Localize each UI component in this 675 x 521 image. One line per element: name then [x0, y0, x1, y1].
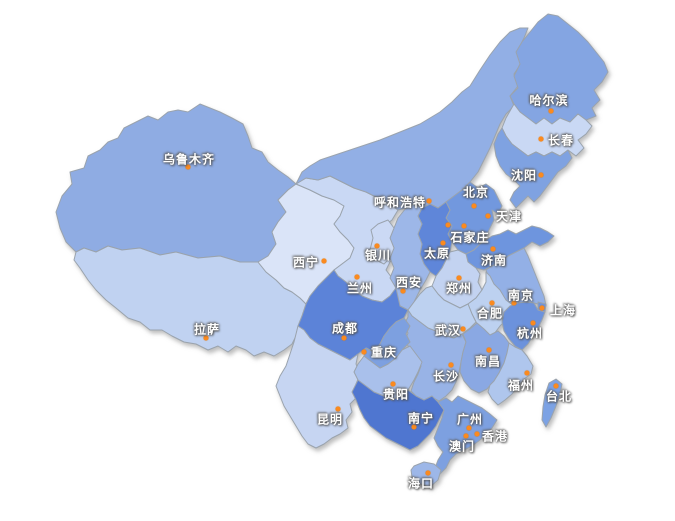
city-marker[interactable]: [489, 300, 495, 306]
city-label[interactable]: 郑州: [445, 281, 473, 296]
city-label[interactable]: 济南: [480, 253, 508, 268]
city-label[interactable]: 西安: [395, 275, 423, 290]
city-label[interactable]: 成都: [331, 321, 359, 336]
city-label[interactable]: 合肥: [476, 306, 504, 321]
city-marker[interactable]: [539, 305, 545, 311]
city-label[interactable]: 海口: [407, 476, 435, 491]
city-marker[interactable]: [448, 362, 454, 368]
city-marker[interactable]: [390, 381, 396, 387]
city-marker[interactable]: [466, 425, 472, 431]
city-marker[interactable]: [341, 335, 347, 341]
city-marker[interactable]: [411, 424, 417, 430]
city-marker[interactable]: [538, 136, 544, 142]
region-xinjiang[interactable]: [55, 103, 297, 263]
city-label[interactable]: 澳门: [448, 439, 476, 454]
city-label[interactable]: 太原: [423, 246, 451, 261]
city-label[interactable]: 哈尔滨: [529, 93, 569, 108]
city-label[interactable]: 天津: [495, 209, 523, 224]
city-label[interactable]: 南昌: [474, 354, 502, 369]
city-label[interactable]: 石家庄: [450, 230, 490, 245]
city-label[interactable]: 兰州: [346, 281, 374, 296]
city-label[interactable]: 南京: [507, 288, 535, 303]
city-marker[interactable]: [440, 240, 446, 246]
city-label[interactable]: 台北: [545, 389, 573, 404]
region-liaoning[interactable]: [493, 127, 573, 209]
city-marker[interactable]: [463, 433, 469, 439]
city-marker[interactable]: [460, 326, 466, 332]
city-marker[interactable]: [321, 258, 327, 264]
region-xizang[interactable]: [73, 245, 307, 357]
region-fujian[interactable]: [487, 342, 534, 406]
city-label[interactable]: 香港: [481, 429, 509, 444]
city-marker[interactable]: [474, 431, 480, 437]
city-label[interactable]: 银川: [364, 248, 392, 263]
city-marker[interactable]: [490, 246, 496, 252]
city-label[interactable]: 杭州: [516, 326, 544, 341]
city-label[interactable]: 贵阳: [382, 387, 410, 402]
city-marker[interactable]: [185, 164, 191, 170]
city-label[interactable]: 长春: [547, 133, 575, 148]
region-taiwan[interactable]: [541, 378, 563, 428]
city-label[interactable]: 沈阳: [510, 168, 538, 183]
city-marker[interactable]: [485, 213, 491, 219]
city-marker[interactable]: [354, 274, 360, 280]
city-label[interactable]: 广州: [456, 412, 484, 427]
city-label[interactable]: 上海: [549, 303, 577, 318]
city-label[interactable]: 重庆: [370, 345, 398, 360]
region-ningxia[interactable]: [369, 219, 395, 265]
city-label[interactable]: 拉萨: [193, 322, 221, 337]
city-marker[interactable]: [445, 222, 451, 228]
city-label[interactable]: 北京: [462, 185, 490, 200]
city-marker[interactable]: [426, 198, 432, 204]
city-marker[interactable]: [400, 288, 406, 294]
city-marker[interactable]: [203, 335, 209, 341]
city-label[interactable]: 武汉: [434, 323, 462, 338]
city-marker[interactable]: [335, 406, 341, 412]
city-marker[interactable]: [374, 243, 380, 249]
city-marker[interactable]: [456, 275, 462, 281]
city-marker[interactable]: [486, 347, 492, 353]
city-marker[interactable]: [471, 203, 477, 209]
city-marker[interactable]: [524, 370, 530, 376]
city-marker[interactable]: [538, 172, 544, 178]
region-chongqing[interactable]: [363, 317, 411, 369]
city-marker[interactable]: [511, 300, 517, 306]
city-label[interactable]: 南宁: [407, 411, 435, 426]
region-zhejiang[interactable]: [501, 301, 546, 351]
region-yunnan[interactable]: [275, 325, 363, 449]
city-label[interactable]: 乌鲁木齐: [162, 152, 216, 167]
city-marker[interactable]: [553, 383, 559, 389]
city-label[interactable]: 西宁: [292, 255, 320, 270]
city-label[interactable]: 呼和浩特: [373, 195, 427, 210]
provinces-group: [55, 13, 609, 488]
city-marker[interactable]: [548, 108, 554, 114]
city-label[interactable]: 长沙: [432, 369, 460, 384]
city-label[interactable]: 福州: [507, 378, 535, 393]
city-label[interactable]: 昆明: [316, 412, 344, 427]
city-marker[interactable]: [461, 223, 467, 229]
city-marker[interactable]: [361, 349, 367, 355]
city-marker[interactable]: [425, 470, 431, 476]
city-marker[interactable]: [530, 320, 536, 326]
